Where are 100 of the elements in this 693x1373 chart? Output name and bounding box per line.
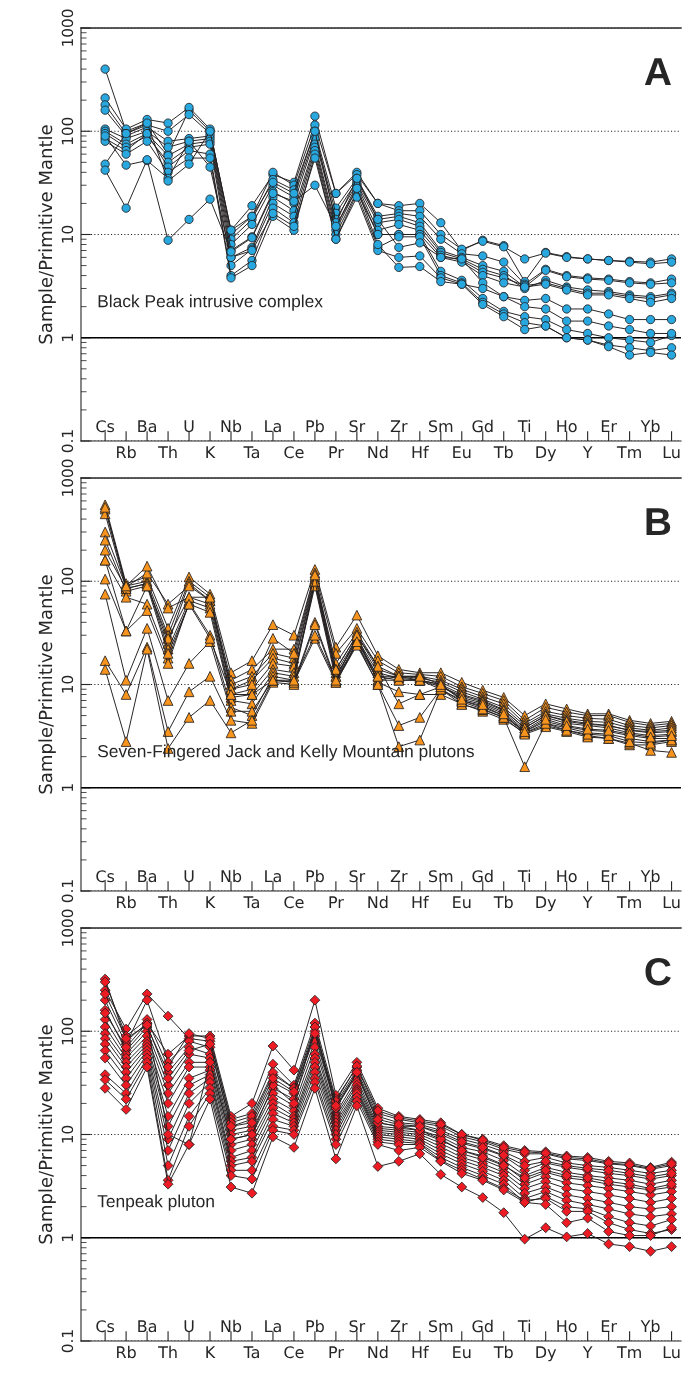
x-tick-label: Pb [306, 419, 324, 433]
x-tick-label: Ho [557, 420, 577, 433]
y-tick-label: 100 [61, 1017, 74, 1045]
x-tick-label: Zr [390, 870, 408, 882]
x-tick-label: Ce [284, 446, 304, 459]
x-tick-label: Ti [517, 1319, 531, 1332]
x-tick-label: Gd [472, 869, 493, 883]
x-tick-label: Nb [221, 869, 242, 883]
x-tick-label: U [184, 870, 194, 883]
x-tick-label: Ba [138, 1320, 157, 1333]
x-tick-label: Tm [616, 896, 641, 908]
x-tick-label: Hf [412, 445, 429, 458]
x-tick-label: Cs [96, 870, 115, 883]
x-tick-label: Th [158, 445, 177, 458]
x-tick-label: Er [601, 420, 617, 432]
x-tick-label: Dy [536, 446, 557, 462]
x-tick-label: Y [582, 896, 593, 908]
x-tick-label: Cs [96, 420, 115, 433]
x-tick-label: Th [158, 1345, 177, 1358]
x-tick-label: Rb [117, 445, 136, 459]
x-tick-label: Ta [243, 896, 259, 909]
x-tick-label: Yb [640, 1319, 660, 1333]
text: C [645, 957, 671, 986]
y-tick-label: 0.1 [61, 430, 74, 453]
x-tick-label: K [206, 1346, 216, 1358]
x-tick-label: Nd [368, 895, 388, 909]
x-tick-label: Hf [412, 1345, 429, 1358]
y-tick-label: 0.1 [61, 880, 74, 903]
x-tick-label: Eu [453, 1346, 471, 1359]
y-tick-label: 1 [61, 1234, 73, 1241]
y-tick-label: 0.1 [61, 1330, 74, 1353]
y-tick-label: 10 [61, 1125, 74, 1143]
y-tick-label: 1 [61, 334, 73, 341]
x-tick-label: Rb [117, 895, 136, 909]
x-tick-label: U [184, 1320, 194, 1333]
x-tick-label: Yb [640, 419, 660, 433]
x-tick-label: Zr [390, 1320, 408, 1332]
annotation: Tenpeak pluton [97, 1194, 214, 1211]
y-axis-title: Sample/Primitive Mantle [38, 1025, 56, 1244]
x-tick-label: Pr [329, 896, 344, 908]
x-tick-label: La [265, 1320, 281, 1333]
x-tick-label: Ti [517, 869, 531, 882]
y-tick-label: 1000 [61, 459, 74, 496]
x-tick-label: Hf [412, 895, 429, 908]
x-tick-label: Gd [472, 1319, 493, 1333]
x-tick-label: Ti [517, 419, 531, 432]
y-tick-label: 1000 [61, 9, 74, 46]
x-tick-label: Er [601, 870, 617, 882]
x-tick-label: Nd [368, 1345, 388, 1359]
x-tick-label: La [265, 420, 281, 433]
x-tick-label: Ho [557, 870, 577, 883]
x-tick-label: Pr [329, 446, 344, 458]
x-tick-label: Sr [349, 420, 366, 433]
x-tick-label: Ta [243, 446, 259, 459]
x-tick-label: Ce [284, 1346, 304, 1359]
text: B [646, 508, 671, 536]
y-tick-label: 100 [61, 117, 74, 145]
y-axis-title: Sample/Primitive Mantle [38, 125, 56, 344]
x-tick-label: Dy [536, 896, 557, 912]
x-tick-label: Tm [616, 446, 641, 458]
x-tick-label: Tb [493, 1345, 513, 1359]
x-tick-label: Eu [453, 446, 471, 459]
text: A [644, 58, 671, 86]
y-tick-label: 1 [61, 784, 73, 791]
x-tick-label: Sm [428, 420, 453, 433]
x-tick-label: Rb [117, 1345, 136, 1359]
x-tick-label: Ho [557, 1320, 577, 1333]
x-tick-label: Nd [368, 445, 388, 459]
x-tick-label: Tm [616, 1346, 641, 1358]
x-tick-label: Nb [221, 1319, 242, 1333]
x-tick-label: Dy [536, 1346, 557, 1362]
x-tick-label: Sm [428, 870, 453, 883]
x-tick-label: U [184, 420, 194, 433]
x-tick-label: Nb [221, 419, 242, 433]
x-tick-label: Eu [453, 896, 471, 909]
x-tick-label: K [206, 446, 216, 458]
x-tick-label: Y [582, 1346, 593, 1358]
x-tick-label: Ce [284, 896, 304, 909]
x-tick-label: Pb [306, 1319, 324, 1333]
x-tick-label: Cs [96, 1320, 115, 1333]
x-tick-label: Lu [663, 1346, 680, 1359]
y-tick-label: 1000 [61, 909, 74, 946]
x-tick-label: Ta [243, 1346, 259, 1359]
annotation: Black Peak intrusive complex [98, 294, 323, 311]
x-tick-label: Tb [493, 445, 513, 459]
x-tick-label: Er [601, 1320, 617, 1332]
x-tick-label: Pr [329, 1346, 344, 1358]
x-tick-label: Zr [390, 420, 408, 432]
x-tick-label: Gd [472, 419, 493, 433]
annotation: Seven-Fingered Jack and Kelly Mountain plutons [97, 744, 474, 761]
x-tick-label: Sm [428, 1320, 453, 1333]
y-tick-label: 10 [61, 225, 74, 243]
x-tick-label: Ba [138, 420, 157, 433]
x-tick-label: Y [582, 446, 593, 458]
y-axis-title: Sample/Primitive Mantle [38, 575, 56, 794]
x-tick-label: K [206, 896, 216, 908]
x-tick-label: Th [158, 895, 177, 908]
x-tick-label: Lu [663, 446, 680, 459]
x-tick-label: Lu [663, 896, 680, 909]
x-tick-label: Sr [349, 1320, 366, 1333]
